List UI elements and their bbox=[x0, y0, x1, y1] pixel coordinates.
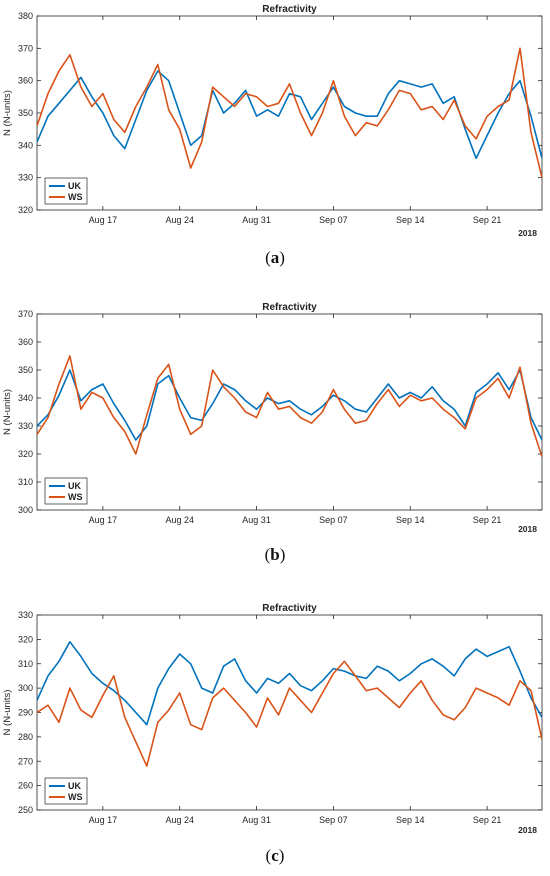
y-tick-label: 330 bbox=[18, 610, 33, 620]
x-tick-label: Sep 14 bbox=[396, 815, 425, 825]
legend-label-ws: WS bbox=[68, 492, 83, 502]
y-tick-label: 270 bbox=[18, 756, 33, 766]
legend-label-uk: UK bbox=[68, 781, 81, 791]
y-tick-label: 300 bbox=[18, 505, 33, 515]
chart-panel-a: Refractivity 320 330 340 350 360 370 380 N (N-un… bbox=[2, 4, 543, 267]
x-tick-label: Sep 07 bbox=[319, 215, 348, 225]
x-tick-label: Sep 21 bbox=[473, 215, 502, 225]
x-tick-label: Sep 21 bbox=[473, 815, 502, 825]
y-tick-label: 360 bbox=[18, 337, 33, 347]
y-tick-label: 290 bbox=[18, 708, 33, 718]
y-tick-label: 330 bbox=[18, 173, 33, 183]
series-line-ws bbox=[37, 660, 542, 767]
x-tick-label: Aug 31 bbox=[242, 515, 271, 525]
chart-panel-b: Refractivity 300 310 320 330 340 350 360 370 N (N… bbox=[2, 302, 543, 564]
y-tick-label: 340 bbox=[18, 140, 33, 150]
series-line-uk bbox=[37, 640, 542, 726]
y-tick-label: 380 bbox=[18, 11, 33, 21]
y-axis-label: N (N-units) bbox=[2, 690, 13, 736]
legend-label-ws: WS bbox=[68, 792, 83, 802]
legend-box bbox=[44, 777, 88, 805]
x-tick-label: Sep 14 bbox=[396, 515, 425, 525]
y-tick-label: 320 bbox=[18, 449, 33, 459]
x-tick-label: Sep 14 bbox=[396, 215, 425, 225]
panel-caption: (b) bbox=[265, 545, 286, 564]
x-tick-label: Aug 24 bbox=[165, 515, 194, 525]
y-tick-label: 370 bbox=[18, 309, 33, 319]
panel-caption: (c) bbox=[266, 846, 285, 865]
x-tick-label: Sep 07 bbox=[319, 815, 348, 825]
y-tick-label: 350 bbox=[18, 108, 33, 118]
x-tick-label: Aug 17 bbox=[89, 515, 118, 525]
legend-box bbox=[44, 477, 88, 505]
chart-panel-c: Refractivity 250 260 270 280 290 300 310 320 330 N… bbox=[2, 603, 543, 865]
legend-label-uk: UK bbox=[68, 481, 81, 491]
x-tick-label: Aug 31 bbox=[242, 815, 271, 825]
y-tick-label: 370 bbox=[18, 43, 33, 53]
y-tick-label: 250 bbox=[18, 805, 33, 815]
y-tick-label: 260 bbox=[18, 781, 33, 791]
legend-label-ws: WS bbox=[68, 192, 83, 202]
chart-title: Refractivity bbox=[262, 302, 317, 313]
x-tick-label: Sep 21 bbox=[473, 515, 502, 525]
x-tick-label: Aug 17 bbox=[89, 815, 118, 825]
plot-area bbox=[36, 614, 543, 811]
series-line-ws bbox=[37, 47, 542, 178]
x-tick-label: Aug 24 bbox=[165, 815, 194, 825]
chart-title: Refractivity bbox=[262, 4, 317, 15]
year-label: 2018 bbox=[518, 825, 537, 835]
y-tick-label: 280 bbox=[18, 732, 33, 742]
x-tick-label: Sep 07 bbox=[319, 515, 348, 525]
year-label: 2018 bbox=[518, 228, 537, 238]
y-tick-label: 310 bbox=[18, 477, 33, 487]
series-line-ws bbox=[37, 355, 542, 458]
y-axis-label: N (N-units) bbox=[2, 90, 13, 136]
chart-title: Refractivity bbox=[262, 603, 317, 614]
x-tick-label: Aug 31 bbox=[242, 215, 271, 225]
y-tick-label: 340 bbox=[18, 393, 33, 403]
plot-area bbox=[36, 313, 543, 511]
y-tick-label: 320 bbox=[18, 205, 33, 215]
y-tick-label: 360 bbox=[18, 76, 33, 86]
y-tick-label: 310 bbox=[18, 659, 33, 669]
panel-caption: (a) bbox=[265, 248, 285, 267]
year-label: 2018 bbox=[518, 524, 537, 534]
y-tick-label: 320 bbox=[18, 634, 33, 644]
legend-box bbox=[44, 177, 88, 205]
series-line-uk bbox=[37, 369, 542, 441]
y-tick-label: 300 bbox=[18, 683, 33, 693]
y-tick-label: 350 bbox=[18, 365, 33, 375]
legend-label-uk: UK bbox=[68, 181, 81, 191]
plot-area bbox=[36, 15, 543, 211]
y-tick-label: 330 bbox=[18, 421, 33, 431]
y-axis-label: N (N-units) bbox=[2, 389, 13, 435]
x-tick-label: Aug 17 bbox=[89, 215, 118, 225]
x-tick-label: Aug 24 bbox=[165, 215, 194, 225]
